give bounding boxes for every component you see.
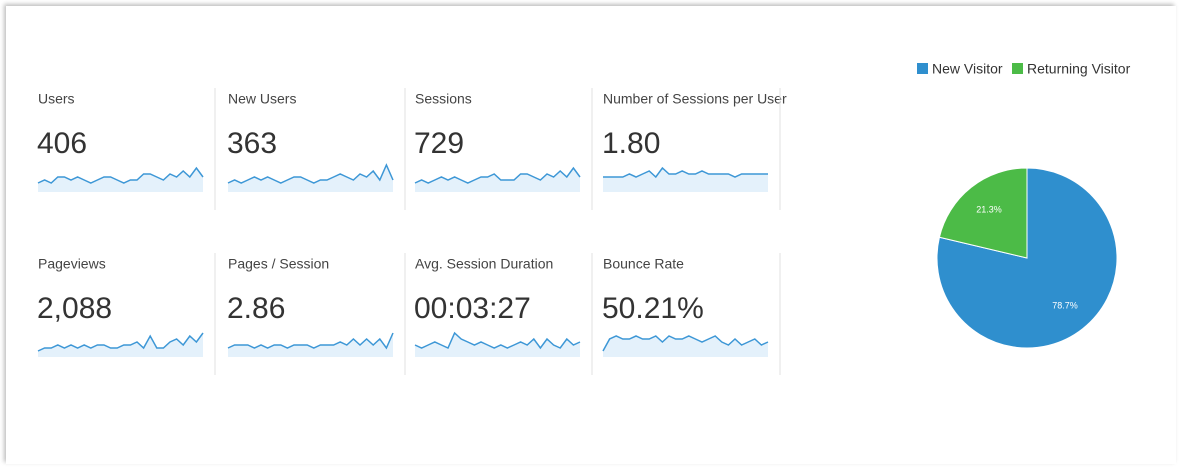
metric-value: 2.86 — [227, 292, 285, 325]
pie-slice — [938, 167, 1028, 259]
legend-swatch — [1012, 63, 1023, 74]
metric-label: New Users — [228, 91, 296, 107]
metric-value: 00:03:27 — [414, 292, 531, 325]
sparkline-area — [38, 168, 203, 192]
sparkline — [37, 332, 204, 352]
sparkline-area — [603, 336, 768, 357]
slice-label: 21.3% — [976, 204, 1002, 214]
sparkline-area — [38, 333, 203, 357]
sparkline-area — [228, 333, 393, 357]
sparkline-area — [415, 168, 580, 192]
sparkline-area — [603, 168, 768, 192]
sparkline — [414, 166, 581, 184]
sparkline — [603, 166, 768, 179]
metric-value: 729 — [414, 127, 464, 160]
metric-value: 406 — [37, 127, 87, 160]
legend-label: New Visitor — [932, 61, 1003, 77]
metric-value: 2,088 — [37, 292, 112, 325]
panel: Users 406 New Users 363 Sessions 729 Number of… — [6, 6, 1176, 464]
slice-label: 78.7% — [1052, 300, 1078, 310]
dashboard: Users 406 New Users 363 Sessions 729 Number of… — [37, 61, 1131, 375]
metric-label: Number of Sessions per User — [603, 91, 787, 107]
legend-swatch — [917, 63, 928, 74]
metric-label: Avg. Session Duration — [415, 256, 553, 272]
sparkline — [37, 166, 204, 184]
metric-label: Users — [38, 91, 75, 107]
sparkline-area — [228, 165, 393, 192]
legend-label: Returning Visitor — [1027, 61, 1131, 77]
sparkline-area — [415, 333, 580, 357]
metric-label: Sessions — [415, 91, 472, 107]
sparkline — [227, 163, 394, 184]
metric-label: Pages / Session — [228, 256, 329, 272]
metric-value: 363 — [227, 127, 277, 160]
sparkline — [414, 331, 581, 350]
metric-value: 1.80 — [602, 127, 660, 160]
sparkline — [602, 335, 769, 352]
metric-value: 50.21% — [602, 292, 704, 325]
sparkline — [227, 332, 394, 350]
metric-label: Pageviews — [38, 256, 106, 272]
metric-label: Bounce Rate — [603, 256, 684, 272]
